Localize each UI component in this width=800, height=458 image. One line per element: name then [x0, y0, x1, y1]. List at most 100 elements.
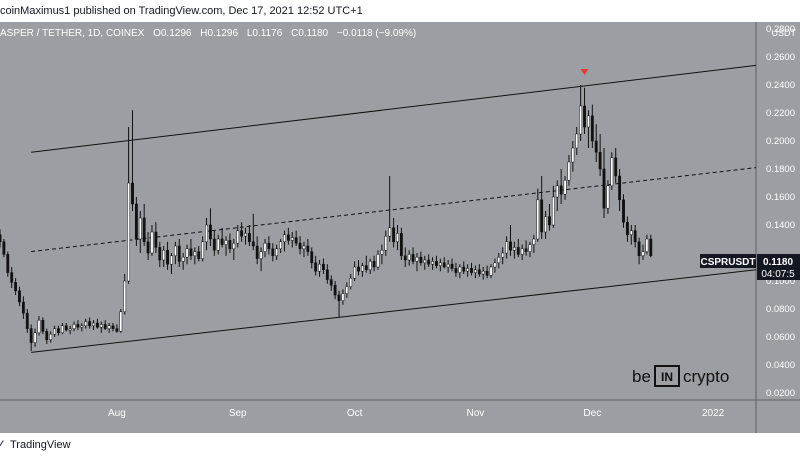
candle — [450, 258, 454, 272]
y-tick-label: 0.1400 — [766, 220, 795, 231]
candle-body — [185, 248, 189, 258]
candle-body — [625, 221, 629, 236]
candle — [341, 289, 345, 305]
candle — [548, 204, 551, 231]
candle — [536, 188, 540, 242]
candle-body — [314, 262, 318, 272]
candle — [232, 239, 236, 260]
candle — [123, 274, 127, 315]
beincrypto-watermark: be IN crypto — [632, 365, 729, 387]
candle — [489, 264, 493, 279]
candle-body — [571, 147, 575, 163]
candle — [290, 232, 294, 248]
candle — [240, 222, 244, 242]
candle — [302, 241, 306, 258]
candle — [2, 239, 6, 258]
candle — [645, 234, 649, 255]
candle-body — [512, 247, 516, 251]
candle-body — [606, 185, 610, 209]
candle — [337, 290, 341, 318]
candle — [396, 225, 399, 251]
candle — [244, 227, 247, 245]
candle-body — [189, 248, 193, 257]
symbol-price-tag: CSPRUSDT 0.1180 04:07:5 — [700, 254, 800, 280]
ohlc-change: −0.0118 (−9.09%) — [337, 28, 416, 39]
candle-body — [579, 105, 583, 135]
candle — [579, 85, 583, 141]
candle — [53, 325, 56, 337]
candle-body — [80, 325, 84, 328]
candle — [92, 320, 95, 330]
candle — [399, 227, 403, 260]
candle — [314, 255, 318, 276]
candle-body — [193, 251, 197, 257]
candle — [481, 267, 485, 280]
candle-body — [649, 238, 653, 257]
candle — [392, 218, 396, 248]
svg-text:ASPER / TETHER, 1D, COINEX: ASPER / TETHER, 1D, COINEX O0.1296 H0.12… — [0, 28, 416, 39]
bar-countdown-label: 04:07:5 — [761, 269, 795, 280]
candle — [247, 225, 251, 246]
ohlc-high: 0.1296 — [207, 28, 238, 39]
candle — [325, 264, 329, 284]
candle-body — [173, 245, 177, 257]
y-tick-label: 0.1000 — [766, 276, 795, 287]
candle-body — [76, 324, 80, 328]
candle-body — [376, 254, 380, 268]
candle-body — [450, 263, 454, 269]
candle-body — [341, 293, 345, 301]
candle-body — [645, 238, 649, 252]
candle-body — [247, 233, 251, 243]
candle-body — [485, 270, 489, 276]
candle — [150, 225, 154, 256]
price-chart[interactable]: 0.2800 0.2600 0.2400 0.2200 0.2000 0.1800 0.16… — [0, 22, 800, 433]
candle — [575, 127, 579, 155]
candle-body — [2, 241, 6, 255]
ohlc-low: 0.1176 — [252, 28, 282, 39]
candle-body — [53, 328, 56, 335]
candle-body — [509, 241, 512, 251]
candle — [563, 176, 567, 200]
candle — [251, 213, 255, 251]
candle-body — [388, 227, 392, 237]
candle — [625, 216, 629, 242]
candle-body — [197, 251, 201, 259]
candle — [216, 234, 220, 255]
candle-body — [544, 216, 547, 233]
candle-body — [37, 319, 41, 334]
candle — [201, 236, 205, 262]
candle-body — [345, 286, 349, 294]
candle — [470, 262, 473, 276]
tradingview-brand[interactable]: TradingView — [10, 439, 71, 451]
candle — [306, 239, 310, 256]
candle — [384, 230, 388, 256]
candle-body — [158, 247, 162, 261]
time-axis-background — [0, 400, 756, 433]
plot-background — [0, 22, 756, 400]
candle-body — [123, 280, 127, 313]
candle — [618, 169, 622, 211]
candle — [84, 318, 88, 329]
candle-body — [598, 151, 602, 170]
candle-body — [21, 301, 25, 314]
candle — [103, 320, 107, 330]
candle-body — [201, 241, 205, 259]
price-axis-background — [756, 22, 800, 433]
candle-body — [329, 279, 333, 286]
candle-body — [111, 325, 115, 329]
candle — [115, 324, 119, 333]
candle — [524, 240, 528, 256]
candle-body — [493, 262, 497, 268]
candle — [606, 180, 610, 214]
candle-body — [368, 261, 372, 271]
candle — [255, 236, 259, 265]
candle-body — [442, 262, 446, 268]
candle — [185, 244, 189, 265]
y-tick-label: 0.1800 — [766, 164, 795, 175]
candle — [173, 241, 177, 265]
candle-body — [310, 251, 314, 264]
candle-body — [524, 248, 528, 252]
candle-body — [325, 269, 329, 280]
candle — [220, 227, 224, 248]
candle-body — [14, 282, 18, 292]
